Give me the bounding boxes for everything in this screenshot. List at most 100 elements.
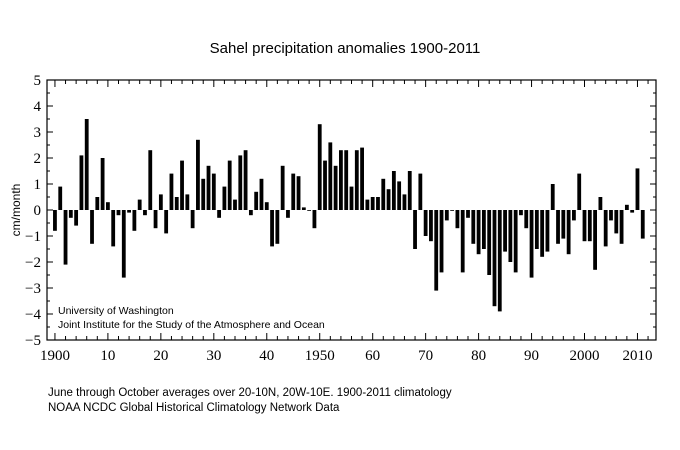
bar-1910 (105, 202, 110, 210)
bar-2004 (603, 210, 608, 247)
y-axis-label: cm/month (9, 184, 23, 237)
bar-2009 (630, 210, 635, 213)
y-tick-label: 5 (34, 73, 42, 89)
bar-1916 (137, 199, 142, 210)
bar-2011 (640, 210, 645, 239)
bar-1961 (376, 197, 380, 210)
bar-1925 (185, 194, 190, 210)
bar-1973 (439, 210, 444, 273)
x-tick-label: 1950 (305, 348, 335, 364)
bar-1976 (455, 210, 460, 229)
bar-1982 (487, 210, 492, 275)
bar-1905 (79, 155, 84, 210)
bar-2010 (635, 168, 640, 210)
bar-1967 (407, 171, 412, 210)
x-tick-label: 30 (206, 348, 221, 364)
chart-title: Sahel precipitation anomalies 1900-2011 (210, 40, 481, 57)
footnote-line-2: NOAA NCDC Global Historical Climatology … (48, 402, 340, 414)
x-tick-label: 1900 (40, 348, 70, 364)
bar-1974 (444, 210, 449, 221)
bar-1924 (180, 160, 184, 210)
bar-1932 (222, 186, 227, 210)
bar-1907 (90, 210, 94, 244)
y-tick-label: −3 (25, 281, 41, 297)
x-tick-label: 2000 (570, 348, 600, 364)
bar-1992 (540, 210, 545, 257)
bar-1943 (280, 165, 285, 210)
y-tick-label: −2 (25, 255, 41, 271)
bar-1988 (519, 210, 523, 216)
bar-1963 (386, 189, 391, 210)
bar-1917 (143, 210, 147, 216)
bar-1944 (286, 210, 290, 218)
bar-1930 (211, 173, 216, 210)
bar-1920 (158, 194, 163, 210)
bar-1951 (323, 160, 327, 210)
bar-1923 (174, 197, 179, 210)
bar-1953 (333, 165, 338, 210)
x-tick-label: 90 (524, 348, 539, 364)
credit-line-2: Joint Institute for the Study of the Atm… (58, 319, 325, 331)
bar-2003 (598, 197, 603, 210)
bar-1957 (354, 150, 359, 210)
bar-1995 (556, 210, 560, 244)
x-tick-label: 60 (365, 348, 380, 364)
bar-1990 (529, 210, 534, 278)
x-tick-label: 40 (259, 348, 274, 364)
bar-2008 (624, 204, 629, 210)
bar-2001 (587, 210, 592, 242)
bar-1908 (95, 197, 100, 210)
y-tick-label: −5 (25, 333, 41, 349)
bar-1959 (365, 199, 370, 210)
bar-1934 (233, 199, 237, 210)
x-tick-label: 20 (153, 348, 168, 364)
bar-1926 (190, 210, 195, 229)
bar-1954 (339, 150, 343, 210)
x-tick-label: 2010 (622, 348, 652, 364)
bar-1929 (206, 165, 211, 210)
y-tick-label: 2 (34, 151, 42, 167)
bar-1902 (63, 210, 68, 265)
x-tick-label: 10 (100, 348, 115, 364)
bar-1979 (471, 210, 476, 244)
bar-1937 (248, 210, 253, 216)
bar-1912 (116, 210, 121, 216)
bar-1911 (111, 210, 116, 247)
bar-1947 (301, 207, 306, 210)
bar-1997 (566, 210, 571, 255)
bar-1969 (418, 173, 423, 210)
bar-1989 (524, 210, 529, 229)
bar-1903 (68, 210, 73, 218)
bar-1987 (513, 210, 518, 273)
bar-1948 (307, 210, 312, 211)
bar-1933 (227, 160, 232, 210)
bar-1960 (370, 197, 375, 210)
bar-1970 (423, 210, 428, 236)
plot-frame (46, 79, 657, 341)
bar-1983 (492, 210, 497, 307)
bar-1941 (270, 210, 274, 247)
bar-1921 (164, 210, 169, 234)
y-tick-label: −4 (25, 307, 41, 323)
bar-2005 (609, 210, 613, 221)
bar-1986 (508, 210, 513, 262)
bar-1901 (58, 186, 63, 210)
bar-1965 (397, 181, 402, 210)
footnote-line-1: June through October averages over 20-10… (48, 387, 452, 399)
bar-1919 (153, 210, 158, 229)
bar-1977 (460, 210, 465, 273)
bar-1931 (217, 210, 222, 218)
bar-1985 (503, 210, 507, 252)
bar-1936 (243, 150, 248, 210)
bar-1996 (561, 210, 566, 239)
bar-1922 (169, 173, 174, 210)
credit-line-1: University of Washington (58, 305, 174, 317)
bar-1980 (476, 210, 481, 255)
bar-1939 (259, 178, 264, 210)
bar-2006 (614, 210, 619, 234)
bar-1991 (534, 210, 539, 249)
bar-1918 (148, 150, 153, 210)
bar-1999 (577, 173, 582, 210)
